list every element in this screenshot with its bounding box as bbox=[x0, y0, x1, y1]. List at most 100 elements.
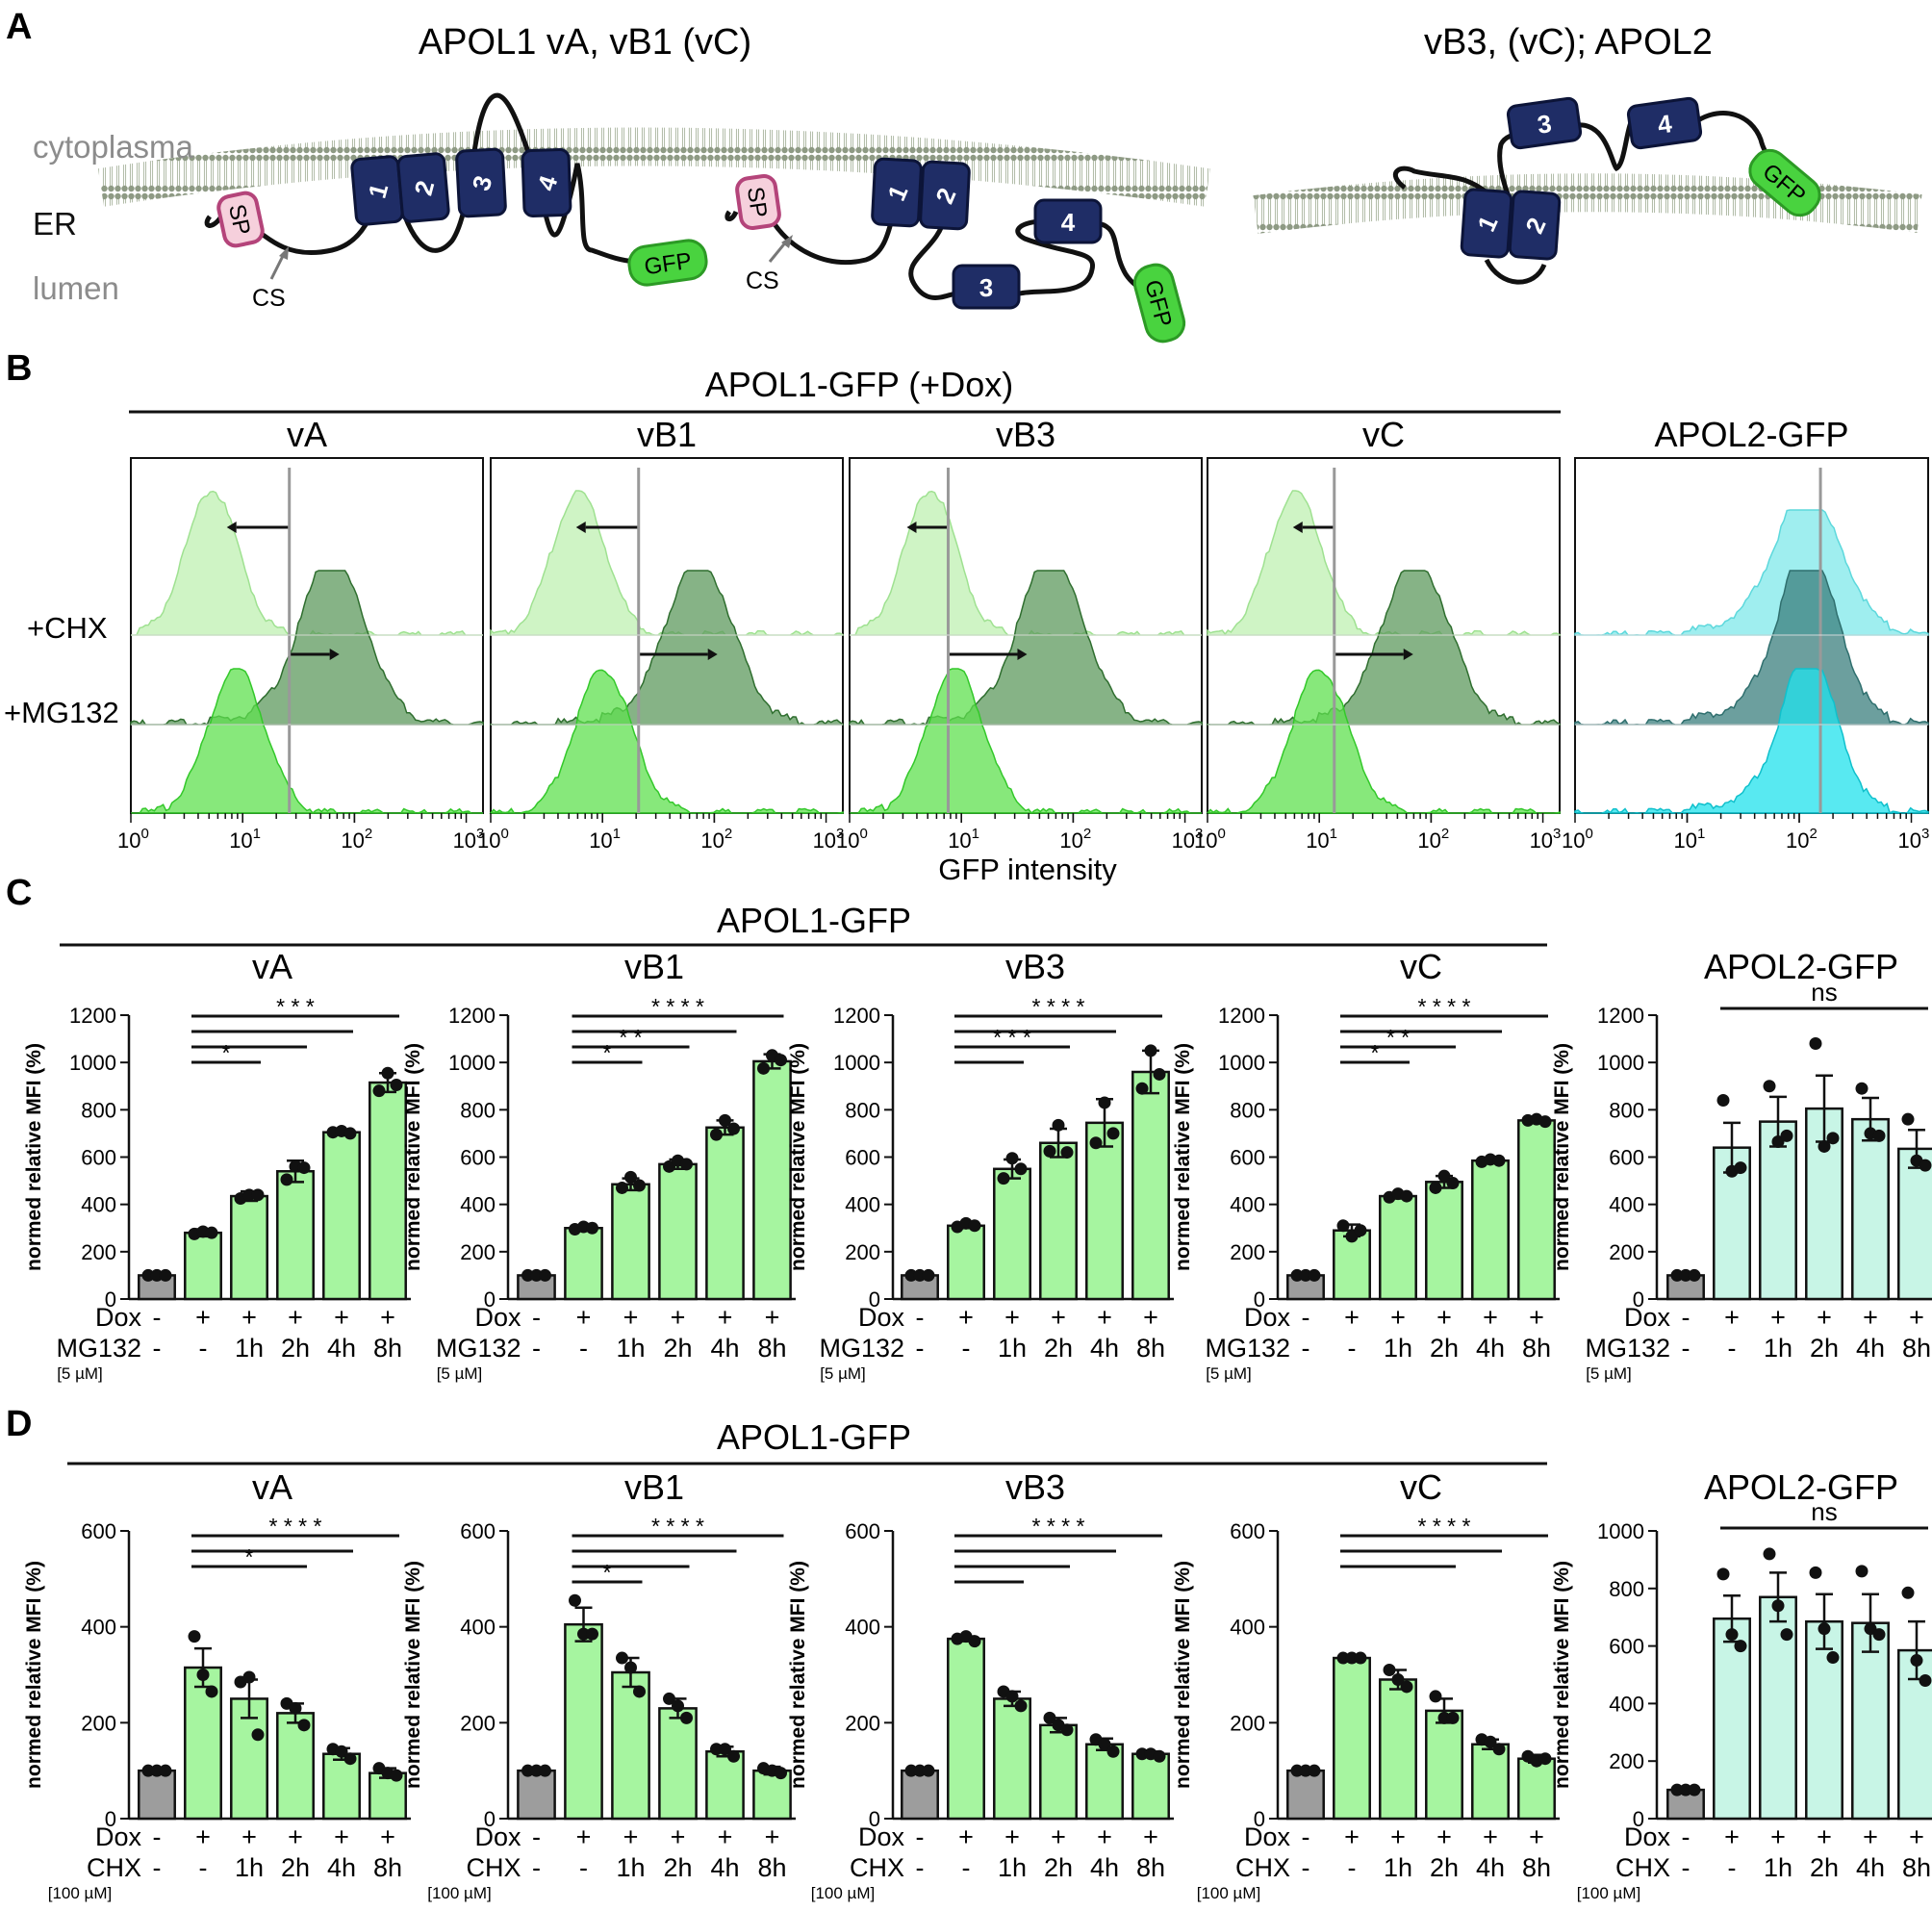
y-tick-label: 1200 bbox=[833, 1004, 880, 1028]
chart-C-APOL2: APOL2-GFP normed relative MFI (%) 0 200 400 6… bbox=[1551, 947, 1932, 1383]
data-point bbox=[727, 1749, 740, 1763]
bar bbox=[705, 1126, 745, 1301]
apol-chain-type3 bbox=[1392, 111, 1791, 285]
x-row2-label: 2h bbox=[1430, 1853, 1459, 1882]
y-axis-label: normed relative MFI (%) bbox=[1172, 1043, 1194, 1271]
data-point bbox=[1354, 1651, 1367, 1665]
bar bbox=[1131, 1070, 1170, 1301]
x-row2-label: 2h bbox=[663, 1334, 692, 1363]
bar bbox=[611, 1670, 650, 1821]
panel-a-letter: A bbox=[6, 7, 32, 47]
cytoplasma-label: cytoplasma bbox=[33, 129, 194, 165]
y-tick-label: 1000 bbox=[833, 1051, 880, 1075]
arrowhead-left-vb1 bbox=[575, 522, 586, 533]
x-row2-label: - bbox=[1348, 1853, 1357, 1882]
data-point bbox=[1538, 1115, 1552, 1129]
tm-domains-type1: 1 2 3 4 bbox=[350, 147, 572, 226]
data-point bbox=[633, 1685, 646, 1698]
x-row1-label: - bbox=[916, 1303, 925, 1332]
bar bbox=[564, 1227, 603, 1301]
y-tick-label: 1000 bbox=[1597, 1051, 1644, 1075]
data-point bbox=[1492, 1743, 1506, 1756]
y-tick-label: 1200 bbox=[448, 1004, 496, 1028]
concentration-label: [5 µM] bbox=[1206, 1364, 1252, 1383]
y-tick-label: 600 bbox=[1230, 1519, 1265, 1543]
y-tick-label: 200 bbox=[845, 1240, 880, 1264]
significance-label: * * bbox=[619, 1025, 642, 1050]
x-row1-title: Dox bbox=[858, 1303, 905, 1332]
x-row2-label: - bbox=[199, 1853, 208, 1882]
x-row1-label: + bbox=[671, 1303, 686, 1332]
concentration-label: [5 µM] bbox=[1586, 1364, 1632, 1383]
gfp-tag-2: GFP bbox=[1132, 263, 1186, 344]
data-point bbox=[335, 1745, 348, 1758]
data-point bbox=[1299, 1268, 1312, 1282]
x-row2-label: 2h bbox=[663, 1853, 692, 1882]
log-tick-label: 100 bbox=[1562, 826, 1593, 853]
data-point bbox=[521, 1268, 534, 1282]
y-tick-label: 0 bbox=[105, 1807, 116, 1831]
concentration-label: [5 µM] bbox=[57, 1364, 103, 1383]
x-row2-title: CHX bbox=[850, 1853, 904, 1882]
chart-title: vC bbox=[1400, 947, 1442, 986]
significance-label: * * * bbox=[993, 1025, 1031, 1050]
x-row2-title: CHX bbox=[1235, 1853, 1290, 1882]
data-point bbox=[343, 1752, 357, 1766]
y-tick-label: 0 bbox=[1633, 1807, 1644, 1831]
x-row1-label: + bbox=[576, 1303, 592, 1332]
data-point bbox=[1135, 1082, 1149, 1095]
data-point bbox=[1872, 1628, 1886, 1642]
x-row1-title: Dox bbox=[474, 1822, 521, 1851]
data-point bbox=[1437, 1711, 1451, 1724]
bar bbox=[611, 1183, 650, 1301]
bar bbox=[1085, 1121, 1124, 1301]
chart-C-vB3: vB3 normed relative MFI (%) 0 200 400 600 800 1… bbox=[787, 947, 1174, 1383]
log-tick-label: 102 bbox=[700, 826, 732, 853]
bar bbox=[322, 1752, 361, 1821]
x-row2-title: CHX bbox=[466, 1853, 521, 1882]
panel-c-group-title: APOL1-GFP bbox=[717, 901, 911, 940]
x-row2-label: 1h bbox=[1764, 1334, 1792, 1363]
svg-text:SP: SP bbox=[742, 185, 772, 218]
data-point bbox=[150, 1268, 164, 1282]
data-point bbox=[530, 1268, 543, 1282]
x-row2-label: 8h bbox=[1522, 1334, 1551, 1363]
chart-title: vB3 bbox=[1005, 1467, 1065, 1507]
log-tick-label: 100 bbox=[1194, 826, 1226, 853]
bar bbox=[369, 1081, 407, 1301]
x-row1-label: + bbox=[1143, 1303, 1158, 1332]
x-row2-label: 1h bbox=[235, 1853, 264, 1882]
chart-title: vC bbox=[1400, 1467, 1442, 1507]
x-row2-label: 2h bbox=[1810, 1334, 1839, 1363]
data-point bbox=[1354, 1224, 1367, 1237]
y-axis-label: normed relative MFI (%) bbox=[1172, 1561, 1194, 1789]
log-tick-label: 101 bbox=[948, 826, 979, 853]
log-tick-label: 102 bbox=[1786, 826, 1818, 853]
histogram-va-control bbox=[131, 668, 483, 815]
data-point bbox=[775, 1054, 787, 1067]
data-point bbox=[1060, 1146, 1074, 1159]
x-row2-label: 4h bbox=[1476, 1853, 1505, 1882]
x-row1-label: + bbox=[1863, 1822, 1878, 1851]
x-row1-title: Dox bbox=[1624, 1822, 1671, 1851]
data-point bbox=[1383, 1664, 1396, 1677]
significance-label: * * bbox=[1386, 1025, 1410, 1050]
x-row1-label: + bbox=[1143, 1822, 1158, 1851]
x-row1-label: + bbox=[1770, 1303, 1786, 1332]
data-point bbox=[1014, 1699, 1028, 1713]
data-point bbox=[586, 1221, 598, 1235]
x-row1-label: + bbox=[1436, 1303, 1452, 1332]
data-point bbox=[577, 1627, 590, 1641]
data-point bbox=[1144, 1044, 1157, 1057]
panel-a-title-left: APOL1 vA, vB1 (vC) bbox=[419, 22, 751, 63]
y-tick-label: 400 bbox=[1609, 1193, 1644, 1217]
chart-title: APOL2-GFP bbox=[1704, 1467, 1898, 1507]
bar bbox=[1425, 1709, 1463, 1821]
data-point bbox=[1336, 1651, 1350, 1665]
data-point bbox=[968, 1635, 981, 1648]
significance-label: * bbox=[603, 1040, 612, 1065]
x-row2-label: 4h bbox=[710, 1853, 739, 1882]
y-tick-label: 600 bbox=[845, 1146, 880, 1170]
x-row2-label: - bbox=[1728, 1334, 1737, 1363]
